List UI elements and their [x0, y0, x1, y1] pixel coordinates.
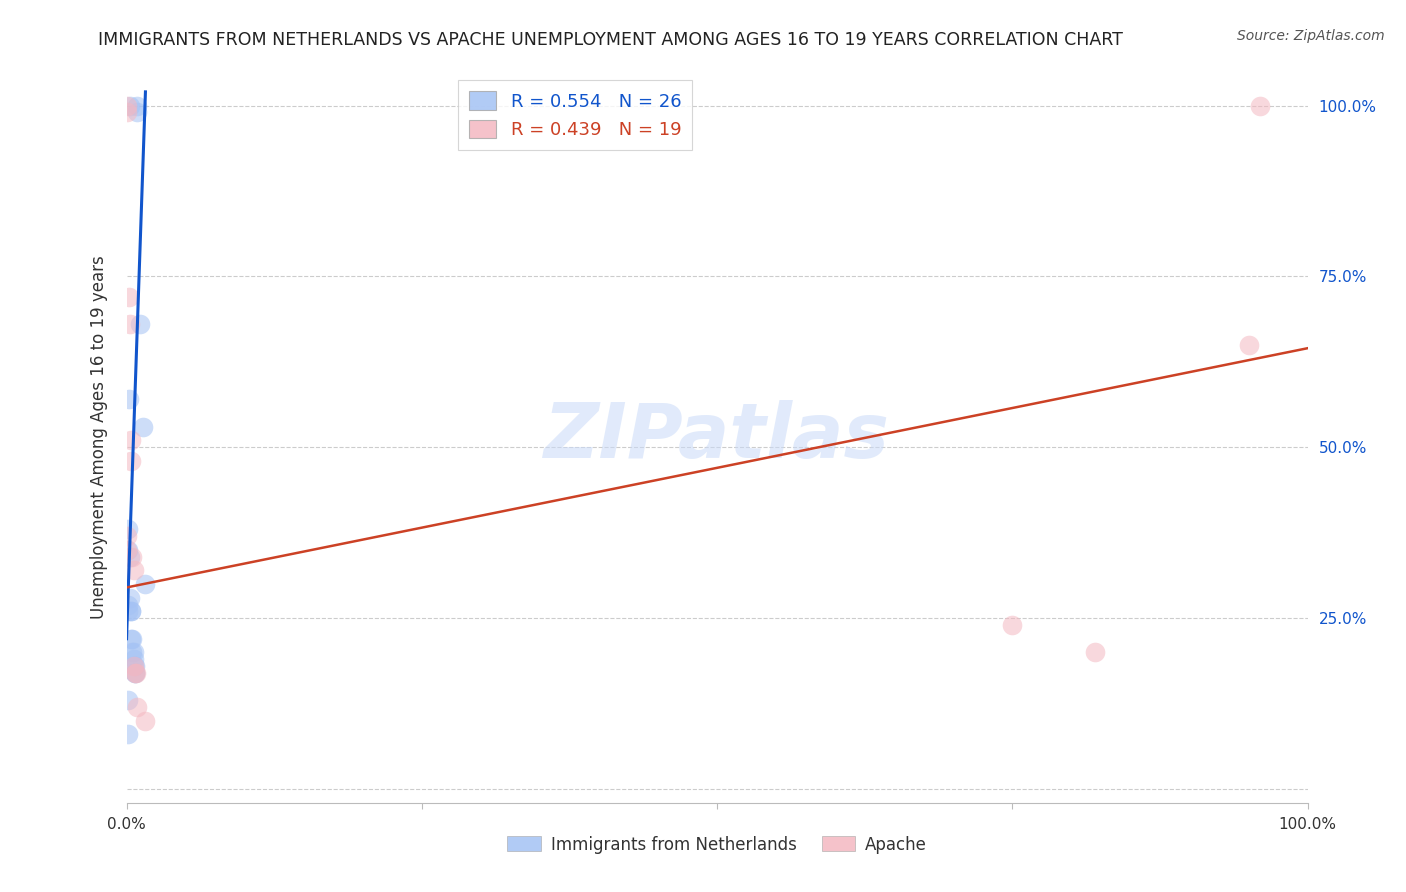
Point — [120, 604, 142, 618]
Point — [127, 98, 149, 112]
Point — [117, 727, 139, 741]
Point — [115, 105, 138, 120]
Point — [134, 577, 156, 591]
Point — [117, 693, 139, 707]
Point — [118, 392, 141, 407]
Point — [132, 420, 155, 434]
Point — [125, 665, 148, 680]
Point — [1001, 618, 1024, 632]
Point — [122, 645, 145, 659]
Point — [117, 604, 139, 618]
Point — [118, 290, 141, 304]
Point — [121, 549, 143, 564]
Point — [117, 522, 139, 536]
Point — [120, 591, 142, 605]
Point — [1249, 98, 1271, 112]
Point — [117, 598, 139, 612]
Point — [122, 659, 145, 673]
Point — [120, 632, 142, 646]
Point — [122, 652, 145, 666]
Text: IMMIGRANTS FROM NETHERLANDS VS APACHE UNEMPLOYMENT AMONG AGES 16 TO 19 YEARS COR: IMMIGRANTS FROM NETHERLANDS VS APACHE UN… — [98, 31, 1123, 49]
Point — [120, 434, 142, 448]
Point — [134, 714, 156, 728]
Point — [122, 659, 145, 673]
Point — [127, 700, 149, 714]
Text: ZIPatlas: ZIPatlas — [544, 401, 890, 474]
Point — [115, 98, 138, 112]
Point — [120, 604, 142, 618]
Legend: Immigrants from Netherlands, Apache: Immigrants from Netherlands, Apache — [501, 829, 934, 860]
Point — [120, 98, 142, 112]
Point — [124, 665, 146, 680]
Point — [121, 645, 143, 659]
Point — [115, 529, 138, 543]
Point — [124, 659, 146, 673]
Point — [120, 549, 142, 564]
Point — [128, 318, 150, 332]
Point — [120, 318, 142, 332]
Y-axis label: Unemployment Among Ages 16 to 19 years: Unemployment Among Ages 16 to 19 years — [90, 255, 108, 619]
Point — [121, 632, 143, 646]
Point — [122, 563, 145, 577]
Point — [127, 105, 149, 120]
Point — [115, 542, 138, 557]
Point — [124, 665, 146, 680]
Text: Source: ZipAtlas.com: Source: ZipAtlas.com — [1237, 29, 1385, 43]
Point — [124, 665, 146, 680]
Point — [1237, 338, 1260, 352]
Point — [120, 454, 142, 468]
Point — [117, 542, 139, 557]
Point — [1084, 645, 1107, 659]
